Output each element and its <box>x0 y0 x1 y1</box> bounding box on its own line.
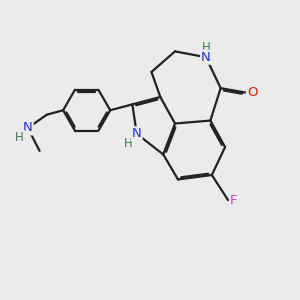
Text: H: H <box>124 137 133 150</box>
Text: O: O <box>247 86 257 99</box>
Text: N: N <box>23 122 33 134</box>
Text: H: H <box>15 131 24 144</box>
Text: H: H <box>202 41 210 54</box>
Text: N: N <box>201 51 211 64</box>
Text: N: N <box>132 127 142 140</box>
Text: F: F <box>230 194 238 207</box>
